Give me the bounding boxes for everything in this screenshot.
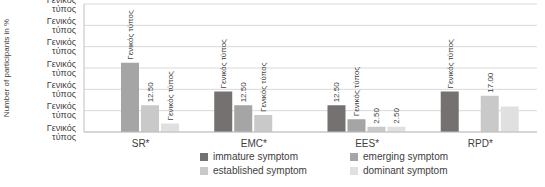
svg-text:12.50: 12.50 [332,82,341,103]
svg-text:Γενικός τύπος: Γενικός τύπος [446,39,455,89]
svg-text:12.50: 12.50 [146,82,155,103]
svg-text:Γενικός τύπος: Γενικός τύπος [352,67,361,117]
svg-text:Γενικόςτύπος: Γενικόςτύπος [47,37,77,56]
svg-text:Γενικόςτύπος: Γενικόςτύπος [47,101,77,120]
html-text:immature symptom: immature symptom [213,151,298,162]
svg-text:17.00: 17.00 [486,72,495,93]
svg-text:Γενικόςτύπος: Γενικόςτύπος [47,0,77,14]
svg-text:Γενικός τύπος: Γενικός τύπος [259,62,268,112]
svg-text:RPD*: RPD* [468,138,493,149]
svg-text:SR*: SR* [132,138,150,149]
svg-text:Γενικόςτύπος: Γενικόςτύπος [47,16,77,35]
svg-text:Γενικός τύπος: Γενικός τύπος [219,39,228,89]
svg-text:2.50: 2.50 [392,108,401,124]
svg-text:EMC*: EMC* [241,138,267,149]
svg-text:Number of participants in %: Number of participants in % [8,19,11,117]
svg-text:12.50: 12.50 [239,82,248,103]
svg-text:Γενικός τύπος: Γενικός τύπος [166,71,175,121]
svg-text:2.50: 2.50 [372,108,381,124]
html-text:established symptom: established symptom [213,165,307,176]
svg-text:EES*: EES* [355,138,379,149]
html-text:dominant symptom: dominant symptom [363,165,448,176]
svg-text:Γενικόςτύπος: Γενικόςτύπος [47,123,77,142]
html-text:emerging symptom: emerging symptom [363,151,448,162]
svg-text:Γενικός τύπος: Γενικός τύπος [126,10,135,60]
svg-text:Γενικόςτύπος: Γενικόςτύπος [47,80,77,99]
svg-text:Γενικόςτύπος: Γενικόςτύπος [47,59,77,78]
